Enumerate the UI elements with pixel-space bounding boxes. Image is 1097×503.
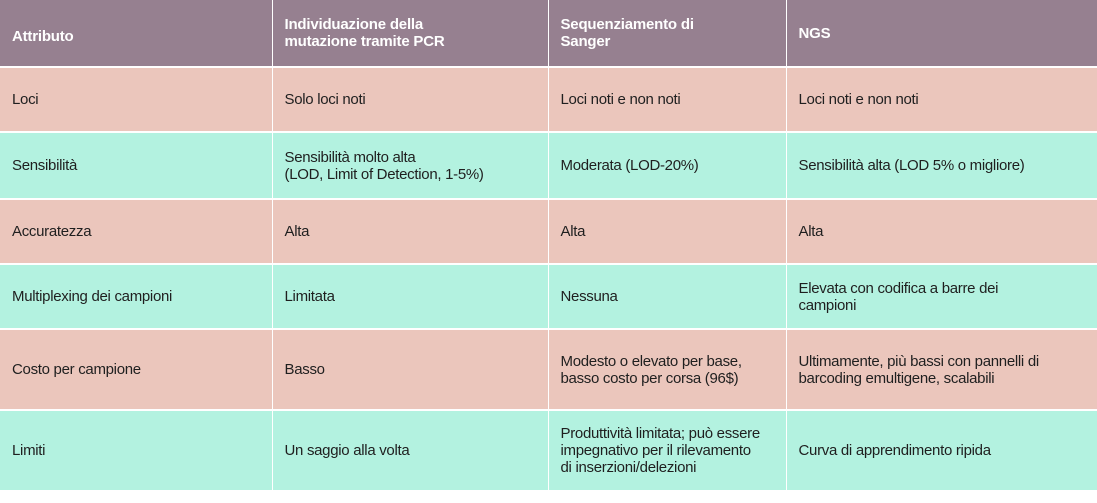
header-pcr: Individuazione della mutazione tramite P…	[272, 0, 549, 68]
cell-attribute: Sensibilità	[0, 132, 273, 200]
header-attribute: Attributo	[0, 0, 273, 68]
table-row-sensibilita: Sensibilità Sensibilità molto alta (LOD,…	[0, 132, 1097, 200]
cell-pcr: Alta	[272, 199, 549, 265]
cell-attribute: Loci	[0, 67, 273, 133]
cell-pcr: Basso	[272, 329, 549, 411]
header-row: Attributo Individuazione della mutazione…	[0, 0, 1097, 68]
table-row-multiplexing: Multiplexing dei campioni Limitata Nessu…	[0, 264, 1097, 330]
table-header: Attributo Individuazione della mutazione…	[0, 0, 1097, 68]
table-row-limiti: Limiti Un saggio alla volta Produttività…	[0, 410, 1097, 492]
cell-ngs: Alta	[786, 199, 1097, 265]
cell-ngs: Ultimamente, più bassi con pannelli di b…	[786, 329, 1097, 411]
cell-pcr: Limitata	[272, 264, 549, 330]
cell-sanger: Nessuna	[548, 264, 787, 330]
cell-sanger: Loci noti e non noti	[548, 67, 787, 133]
cell-pcr: Sensibilità molto alta (LOD, Limit of De…	[272, 132, 549, 200]
comparison-table: Attributo Individuazione della mutazione…	[0, 0, 1097, 492]
header-sanger: Sequenziamento di Sanger	[548, 0, 787, 68]
cell-sanger: Produttività limitata; può essere impegn…	[548, 410, 787, 492]
table-row-costo: Costo per campione Basso Modesto o eleva…	[0, 329, 1097, 411]
cell-ngs: Elevata con codifica a barre dei campion…	[786, 264, 1097, 330]
cell-attribute: Costo per campione	[0, 329, 273, 411]
cell-pcr: Un saggio alla volta	[272, 410, 549, 492]
cell-attribute: Limiti	[0, 410, 273, 492]
cell-sanger: Alta	[548, 199, 787, 265]
cell-ngs: Loci noti e non noti	[786, 67, 1097, 133]
cell-attribute: Multiplexing dei campioni	[0, 264, 273, 330]
cell-ngs: Sensibilità alta (LOD 5% o migliore)	[786, 132, 1097, 200]
table-row-accuratezza: Accuratezza Alta Alta Alta	[0, 199, 1097, 265]
cell-ngs: Curva di apprendimento ripida	[786, 410, 1097, 492]
table-row-loci: Loci Solo loci noti Loci noti e non noti…	[0, 67, 1097, 133]
cell-sanger: Moderata (LOD-20%)	[548, 132, 787, 200]
cell-pcr: Solo loci noti	[272, 67, 549, 133]
cell-attribute: Accuratezza	[0, 199, 273, 265]
cell-sanger: Modesto o elevato per base, basso costo …	[548, 329, 787, 411]
header-ngs: NGS	[786, 0, 1097, 68]
